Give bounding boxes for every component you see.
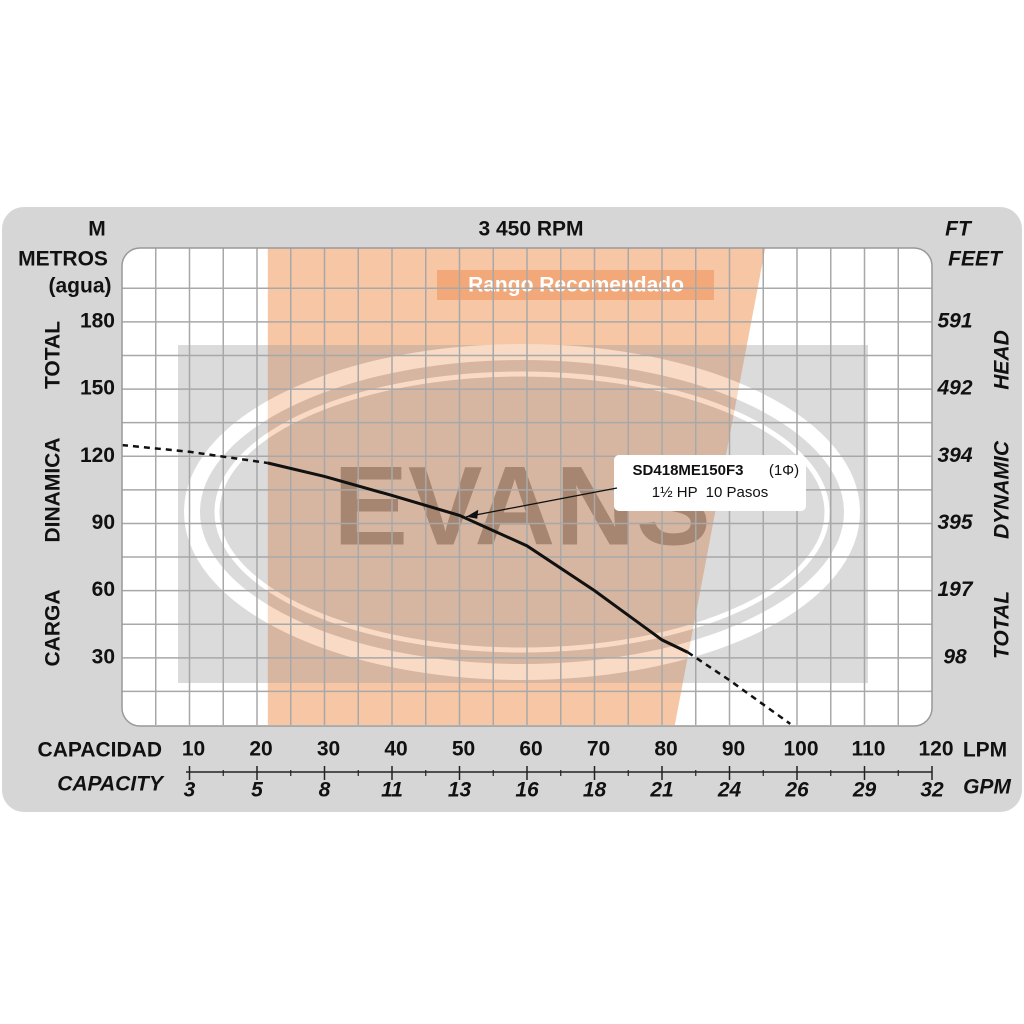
pump-curve xyxy=(267,461,689,654)
x-tick-label: 40 xyxy=(384,738,407,761)
y2-label: DYNAMIC xyxy=(991,440,1014,539)
y2-label: FEET xyxy=(948,248,1004,271)
annotation-detail: 1½ HP 10 Pasos xyxy=(652,484,768,501)
y2-tick-label: 591 xyxy=(937,309,972,332)
y-label: DINAMICA xyxy=(42,438,65,543)
x2-tick-label: 32 xyxy=(920,779,944,802)
x2-tick-label: 16 xyxy=(515,779,539,802)
x-tick-label: 80 xyxy=(654,738,677,761)
arrow-head xyxy=(466,509,479,519)
x-tick-label: 110 xyxy=(852,738,886,761)
watermark-logo: EVANS xyxy=(178,344,868,683)
y-tick-label: 120 xyxy=(80,444,115,467)
x-tick-label: 60 xyxy=(519,738,542,761)
x-tick-label: 120 xyxy=(918,738,953,761)
y2-tick-label: 492 xyxy=(936,377,972,400)
x-tick-label: 90 xyxy=(722,738,745,761)
annotation-model: SD418ME150F3 xyxy=(633,462,744,479)
y2-tick-label: 98 xyxy=(943,645,967,668)
y-label: (agua) xyxy=(49,275,112,298)
plot-frame xyxy=(121,247,933,727)
x-tick-label: 50 xyxy=(452,738,475,761)
y2-label: HEAD xyxy=(991,330,1014,390)
x-unit: LPM xyxy=(963,739,1007,762)
y-tick-label: 90 xyxy=(92,511,115,534)
y-label: TOTAL xyxy=(42,321,65,389)
x-tick-label: 10 xyxy=(182,738,205,761)
y-label: METROS xyxy=(18,248,108,271)
x2-tick-label: 5 xyxy=(251,779,263,802)
pump-curve xyxy=(686,651,791,725)
chart-title: 3 450 RPM xyxy=(478,218,583,241)
x-tick-label: 70 xyxy=(587,738,610,761)
range-label-box xyxy=(437,270,714,300)
x-tick-label: 30 xyxy=(317,738,340,761)
x2-tick-label: 11 xyxy=(381,779,403,802)
x2-tick-label: 29 xyxy=(852,779,877,802)
y-tick-label: 180 xyxy=(80,309,115,332)
y-unit: M xyxy=(88,218,106,241)
y-label: CARGA xyxy=(42,590,65,667)
x-tick-label: 20 xyxy=(249,738,272,761)
x-label: CAPACIDAD xyxy=(38,739,162,762)
x2-tick-label: 24 xyxy=(717,779,742,802)
range-label: Rango Recomendado xyxy=(468,274,684,297)
x2-label: CAPACITY xyxy=(57,773,165,796)
x2-unit: GPM xyxy=(963,776,1011,799)
x2-tick-label: 18 xyxy=(583,779,607,802)
annotation-box xyxy=(614,455,806,511)
x2-tick-label: 8 xyxy=(319,779,331,802)
x2-tick-label: 3 xyxy=(184,779,196,802)
y-tick-label: 150 xyxy=(80,377,115,400)
x-tick-label: 100 xyxy=(783,738,818,761)
y2-unit: FT xyxy=(945,218,973,241)
annotation-arrow xyxy=(466,487,618,518)
y-tick-label: 30 xyxy=(92,645,115,668)
y2-tick-label: 394 xyxy=(937,444,972,467)
x2-tick-label: 21 xyxy=(649,779,673,802)
y2-tick-label: 395 xyxy=(937,511,972,534)
pump-curve xyxy=(121,443,268,465)
annotation-phase: (1Φ) xyxy=(769,462,799,479)
x2-tick-label: 13 xyxy=(448,779,472,802)
y2-tick-label: 197 xyxy=(937,578,973,601)
x2-tick-label: 26 xyxy=(784,779,809,802)
y2-label: TOTAL xyxy=(991,591,1014,659)
y-tick-label: 60 xyxy=(92,578,115,601)
